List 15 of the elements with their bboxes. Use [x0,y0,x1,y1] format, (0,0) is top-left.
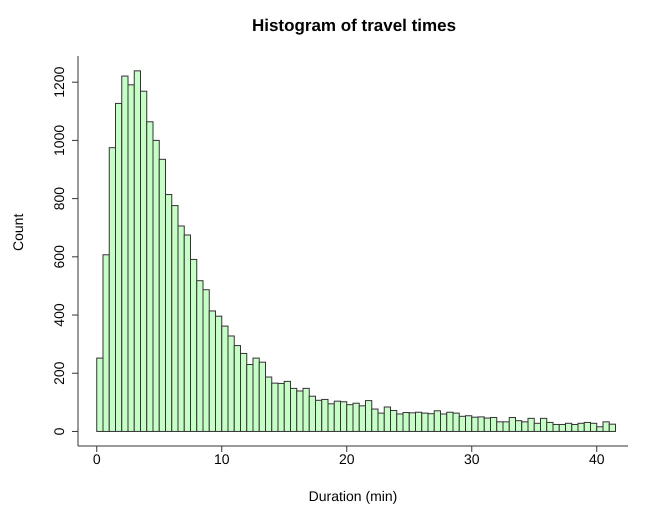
y-tick-label: 1200 [51,66,67,98]
x-tick-label: 40 [588,450,605,467]
y-tick-label: 200 [51,361,67,385]
y-tick-label: 400 [51,303,67,327]
y-tick-label: 600 [51,244,67,268]
y-axis-title: Count [10,214,26,251]
x-tick-label: 30 [464,450,480,467]
y-tick-label: 0 [51,427,67,436]
x-tick-label: 20 [338,450,355,467]
chart-title: Histogram of travel times [250,15,458,37]
x-tick-label: 0 [92,450,101,467]
x-tick-label: 10 [214,450,230,467]
x-axis-title: Duration (min) [308,488,398,504]
y-tick-label: 1000 [51,124,67,156]
y-tick-label: 800 [51,186,67,210]
